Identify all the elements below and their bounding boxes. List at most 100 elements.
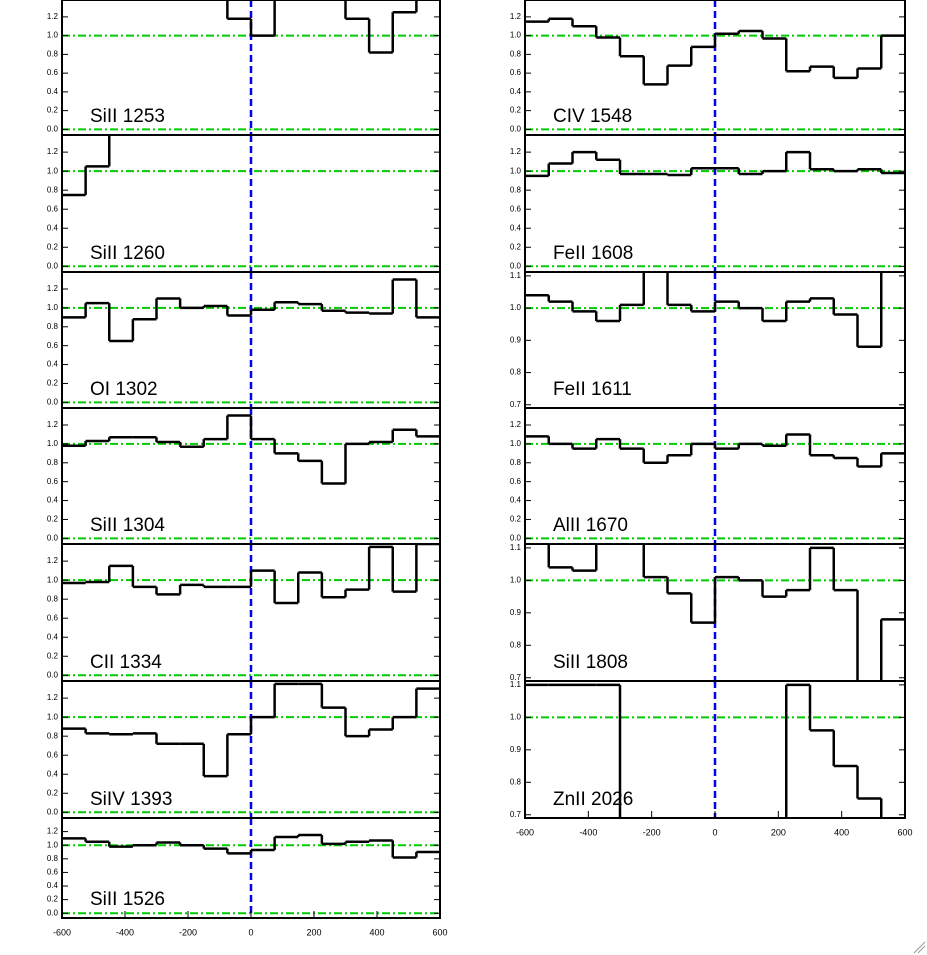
y-tick-label: 0.9 [510, 745, 522, 754]
y-tick-label: 0.6 [47, 477, 59, 486]
y-tick-label: 0.0 [47, 397, 59, 406]
y-tick-label: 0.2 [510, 106, 522, 115]
y-tick-label: 0.4 [510, 87, 522, 96]
y-tick-label: 1.0 [47, 166, 59, 175]
y-tick-label: 1.0 [47, 712, 59, 721]
y-tick-label: 0.8 [510, 777, 522, 786]
y-tick-label: 1.2 [510, 12, 522, 21]
y-tick-label: 0.4 [510, 496, 522, 505]
y-tick-label: 1.0 [510, 31, 522, 40]
y-tick-label: 0.0 [47, 908, 59, 917]
panel: 0.7 0.8 0.9 1.0 1.1 -600 -400 -200 0 200 400 600 ZnI… [510, 680, 913, 837]
x-tick-label: -400 [579, 827, 597, 837]
y-tick-label: 0.4 [47, 496, 59, 505]
y-tick-label: 1.0 [510, 575, 522, 584]
y-tick-label: 0.0 [510, 124, 522, 133]
x-tick-label: -600 [53, 927, 71, 937]
panel: 0.0 0.2 0.4 0.6 0.8 1.0 1.2 -600 -400 -200 0 200 400… [47, 817, 448, 937]
y-tick-label: 0.4 [47, 769, 59, 778]
plot-area [525, 408, 905, 544]
plot-area [525, 272, 905, 408]
y-tick-label: 0.8 [47, 185, 59, 194]
x-tick-label: -200 [179, 927, 197, 937]
y-tick-label: 0.6 [47, 341, 59, 350]
panel: 0.0 0.2 0.4 0.6 0.8 1.0 1.2 CII 1334 [47, 543, 441, 682]
plot-area [62, 272, 440, 408]
panel: 0.0 0.2 0.4 0.6 0.8 1.0 1.2 FeII 1608 [510, 134, 906, 273]
y-tick-label: 0.8 [47, 458, 59, 467]
plot-area [525, 681, 905, 818]
y-tick-label: 0.7 [510, 673, 522, 682]
panel-label: SiIV 1393 [90, 789, 172, 810]
panel-label: FeII 1611 [553, 379, 632, 400]
y-tick-label: 0.8 [47, 594, 59, 603]
y-tick-label: 0.7 [510, 400, 522, 409]
y-tick-label: 1.2 [47, 693, 59, 702]
y-tick-label: 0.6 [47, 613, 59, 622]
y-tick-label: 0.8 [47, 49, 59, 58]
y-tick-label: 0.4 [47, 360, 59, 369]
panel: 0.0 0.2 0.4 0.6 0.8 1.0 1.2 SiIV 1393 [47, 680, 441, 819]
y-tick-label: 0.2 [47, 515, 59, 524]
y-tick-label: 0.7 [510, 810, 522, 819]
resize-grip [913, 941, 926, 954]
y-tick-label: 0.6 [510, 477, 522, 486]
y-tick-label: 0.2 [510, 515, 522, 524]
panel: 0.0 0.2 0.4 0.6 0.8 1.0 1.2 AlII 1670 [510, 407, 906, 545]
y-tick-label: 1.2 [47, 827, 59, 836]
y-tick-label: 1.0 [510, 303, 522, 312]
plot-area [525, 135, 905, 272]
y-tick-label: 0.8 [510, 49, 522, 58]
x-tick-label: -600 [516, 827, 534, 837]
y-tick-label: 0.0 [47, 670, 59, 679]
y-tick-label: 0.0 [47, 261, 59, 270]
y-tick-label: 0.8 [510, 185, 522, 194]
panel-label: SiII 1808 [553, 652, 628, 673]
y-tick-label: 0.2 [510, 242, 522, 251]
y-tick-label: 0.8 [510, 368, 522, 377]
x-tick-label: -200 [643, 827, 661, 837]
panel: 0.0 0.2 0.4 0.6 0.8 1.0 1.2 SiII 1260 [47, 134, 441, 273]
y-tick-label: 0.8 [510, 458, 522, 467]
x-tick-label: 600 [897, 827, 912, 837]
panel-label: SiII 1260 [90, 243, 165, 264]
x-tick-label: 200 [771, 827, 786, 837]
x-tick-label: 0 [712, 827, 717, 837]
y-tick-label: 0.2 [47, 379, 59, 388]
panel-label: CIV 1548 [553, 106, 632, 127]
y-tick-label: 0.4 [47, 223, 59, 232]
y-tick-label: 1.0 [47, 840, 59, 849]
y-tick-label: 0.0 [47, 124, 59, 133]
plot-area [62, 0, 440, 135]
y-tick-label: 1.2 [47, 147, 59, 156]
y-tick-label: 0.6 [510, 204, 522, 213]
panel-label: SiII 1253 [90, 106, 165, 127]
y-tick-label: 1.1 [510, 271, 522, 280]
y-tick-label: 0.2 [47, 895, 59, 904]
y-tick-label: 0.9 [510, 335, 522, 344]
panel-label: FeII 1608 [553, 243, 633, 264]
y-tick-label: 0.2 [47, 651, 59, 660]
x-tick-label: 400 [369, 927, 384, 937]
y-tick-label: 1.2 [47, 420, 59, 429]
plot-area [525, 544, 905, 681]
y-tick-label: 1.0 [47, 575, 59, 584]
x-tick-label: 400 [834, 827, 849, 837]
panel-label: OI 1302 [90, 379, 158, 400]
y-tick-label: 0.8 [47, 731, 59, 740]
y-tick-label: 0.6 [47, 868, 59, 877]
panel-label: CII 1334 [90, 652, 162, 673]
y-tick-label: 1.0 [47, 439, 59, 448]
y-tick-label: 1.2 [510, 420, 522, 429]
panel-label: SiII 1526 [90, 889, 165, 910]
y-tick-label: 0.6 [47, 204, 59, 213]
y-tick-label: 0.2 [47, 106, 59, 115]
y-tick-label: 1.2 [510, 147, 522, 156]
y-tick-label: 0.2 [47, 242, 59, 251]
y-tick-label: 0.8 [510, 640, 522, 649]
y-tick-label: 1.0 [510, 439, 522, 448]
y-tick-label: 0.6 [47, 68, 59, 77]
y-tick-label: 0.4 [510, 223, 522, 232]
y-tick-label: 0.0 [510, 261, 522, 270]
